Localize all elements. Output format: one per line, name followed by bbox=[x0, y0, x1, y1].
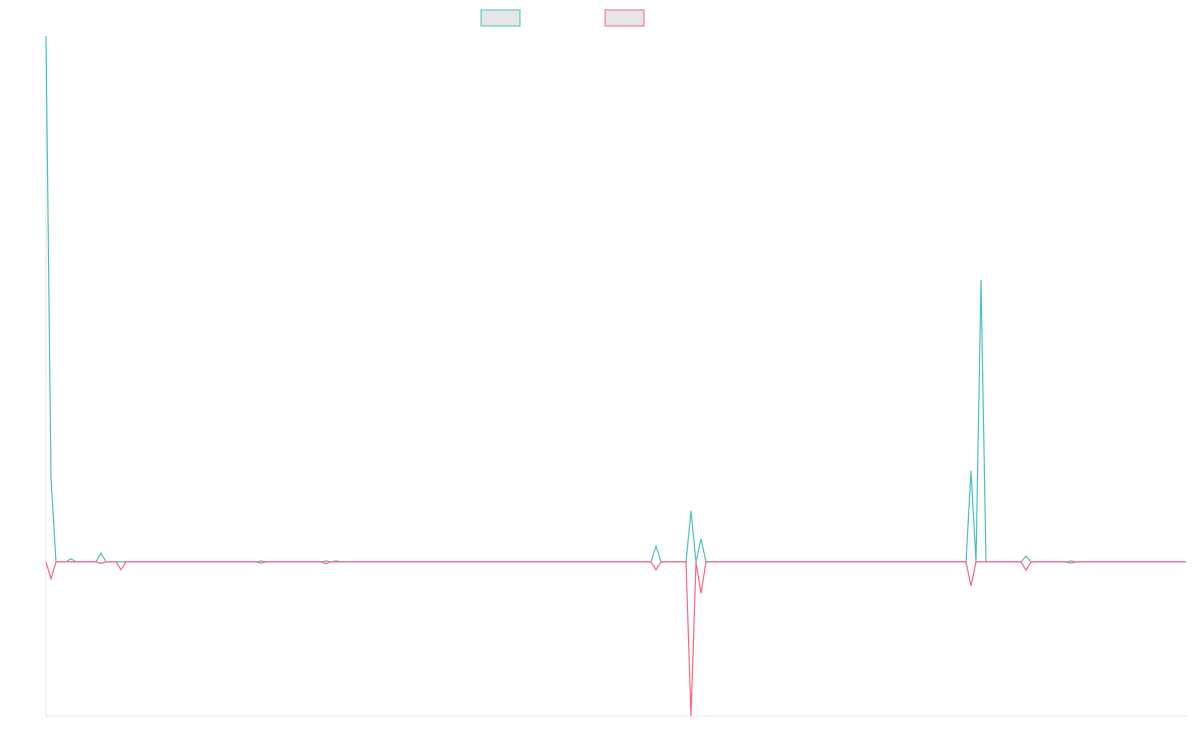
legend bbox=[480, 9, 645, 27]
legend-swatch bbox=[604, 9, 645, 27]
legend-swatch bbox=[480, 9, 521, 27]
line-series bbox=[45, 561, 1186, 717]
plot-area bbox=[45, 35, 1186, 717]
